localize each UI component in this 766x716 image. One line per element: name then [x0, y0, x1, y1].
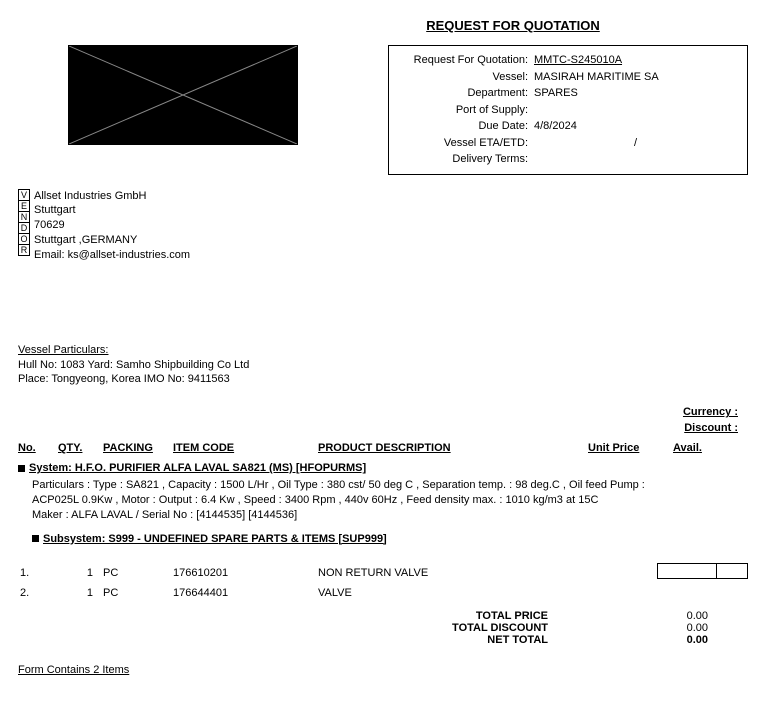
- unit-price-cell[interactable]: [657, 563, 717, 579]
- total-discount-label: TOTAL DISCOUNT: [18, 622, 578, 634]
- currency-label: Currency :: [18, 405, 738, 420]
- total-price-label: TOTAL PRICE: [18, 610, 578, 622]
- logo-placeholder: [68, 45, 298, 145]
- price-cells: [657, 563, 748, 584]
- col-unit: Unit Price: [588, 442, 673, 454]
- col-avail: Avail.: [673, 442, 713, 454]
- vendor-email: Email: ks@allset-industries.com: [34, 248, 190, 263]
- item-qty: 1: [58, 583, 103, 604]
- item-desc: VALVE: [318, 583, 588, 604]
- total-price-value: 0.00: [578, 610, 708, 622]
- columns-header: No. QTY. PACKING ITEM CODE PRODUCT DESCR…: [18, 442, 748, 454]
- vendor-zip: 70629: [34, 218, 190, 233]
- item-packing: PC: [103, 583, 173, 604]
- vessel-particulars-l2: Place: Tongyeong, Korea IMO No: 9411563: [18, 372, 748, 387]
- col-item: ITEM CODE: [173, 442, 318, 454]
- col-desc: PRODUCT DESCRIPTION: [318, 442, 588, 454]
- vendor-info: Allset Industries GmbH Stuttgart 70629 S…: [34, 189, 190, 263]
- subsystem-text: Subsystem: S999 - UNDEFINED SPARE PARTS …: [43, 533, 387, 545]
- footer-count: Form Contains 2 Items: [18, 664, 748, 676]
- currency-discount-block: Currency : Discount :: [18, 405, 748, 436]
- net-total-value: 0.00: [578, 634, 708, 646]
- item-desc: NON RETURN VALVE: [318, 563, 588, 584]
- col-pack: PACKING: [103, 442, 173, 454]
- rfq-port: [534, 102, 737, 119]
- total-discount-value: 0.00: [578, 622, 708, 634]
- discount-label: Discount :: [18, 421, 738, 436]
- item-no: 1.: [18, 563, 58, 584]
- rfq-label-vessel: Vessel:: [399, 69, 534, 86]
- bullet-icon: [32, 535, 39, 542]
- rfq-eta: /: [534, 135, 737, 152]
- avail-cell[interactable]: [716, 563, 748, 579]
- rfq-label-due: Due Date:: [399, 118, 534, 135]
- item-qty: 1: [58, 563, 103, 584]
- item-code: 176610201: [173, 563, 318, 584]
- particulars-l1: Particulars : Type : SA821 , Capacity : …: [32, 478, 748, 493]
- item-row: 1.1PC176610201NON RETURN VALVE: [18, 563, 748, 584]
- item-packing: PC: [103, 563, 173, 584]
- net-total-label: NET TOTAL: [18, 634, 578, 646]
- rfq-label-port: Port of Supply:: [399, 102, 534, 119]
- items-list: 1.1PC176610201NON RETURN VALVE2.1PC17664…: [18, 563, 748, 605]
- col-qty: QTY.: [58, 442, 103, 454]
- system-line: System: H.F.O. PURIFIER ALFA LAVAL SA821…: [18, 462, 748, 474]
- rfq-dept: SPARES: [534, 85, 737, 102]
- particulars-l2: ACP025L 0.9Kw , Motor : Output : 6.4 Kw …: [32, 493, 748, 508]
- vessel-particulars-heading: Vessel Particulars:: [18, 343, 748, 358]
- vendor-name: Allset Industries GmbH: [34, 189, 190, 204]
- vendor-side-label: V E N D O R: [18, 189, 30, 263]
- rfq-label-eta: Vessel ETA/ETD:: [399, 135, 534, 152]
- rfq-vessel: MASIRAH MARITIME SA: [534, 69, 737, 86]
- item-row: 2.1PC176644401VALVE: [18, 583, 748, 604]
- page-title: REQUEST FOR QUOTATION: [278, 18, 748, 33]
- vendor-letter: R: [18, 244, 30, 256]
- bullet-icon: [18, 465, 25, 472]
- vendor-block: V E N D O R Allset Industries GmbH Stutt…: [18, 189, 748, 263]
- rfq-label-delivery: Delivery Terms:: [399, 151, 534, 168]
- rfq-box: Request For Quotation:MMTC-S245010A Vess…: [388, 45, 748, 175]
- top-row: Request For Quotation:MMTC-S245010A Vess…: [18, 45, 748, 175]
- vendor-country: Stuttgart ,GERMANY: [34, 233, 190, 248]
- particulars-l3: Maker : ALFA LAVAL / Serial No : [414453…: [32, 508, 748, 523]
- system-text: System: H.F.O. PURIFIER ALFA LAVAL SA821…: [29, 462, 366, 474]
- vessel-particulars-l1: Hull No: 1083 Yard: Samho Shipbuilding C…: [18, 358, 748, 373]
- rfq-number: MMTC-S245010A: [534, 52, 737, 69]
- item-code: 176644401: [173, 583, 318, 604]
- system-particulars: Particulars : Type : SA821 , Capacity : …: [32, 478, 748, 523]
- item-no: 2.: [18, 583, 58, 604]
- rfq-due: 4/8/2024: [534, 118, 737, 135]
- vessel-particulars: Vessel Particulars: Hull No: 1083 Yard: …: [18, 343, 748, 388]
- rfq-label-dept: Department:: [399, 85, 534, 102]
- rfq-delivery: [534, 151, 737, 168]
- subsystem-line: Subsystem: S999 - UNDEFINED SPARE PARTS …: [32, 533, 748, 545]
- totals-block: TOTAL PRICE 0.00 TOTAL DISCOUNT 0.00 NET…: [18, 610, 748, 646]
- rfq-label-rfq: Request For Quotation:: [399, 52, 534, 69]
- col-no: No.: [18, 442, 58, 454]
- vendor-city: Stuttgart: [34, 203, 190, 218]
